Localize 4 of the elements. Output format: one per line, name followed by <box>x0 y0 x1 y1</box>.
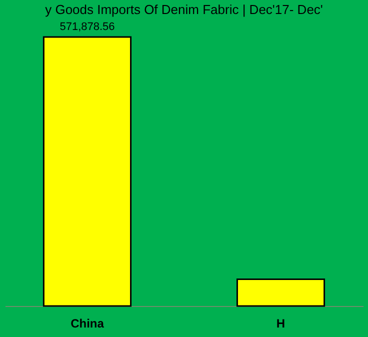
x-tick-label: H <box>276 316 286 330</box>
chart-title: y Goods Imports Of Denim Fabric | Dec'17- Dec' <box>45 2 323 17</box>
data-label: 571,878.56 <box>60 21 115 33</box>
x-tick-label: China <box>70 316 104 330</box>
